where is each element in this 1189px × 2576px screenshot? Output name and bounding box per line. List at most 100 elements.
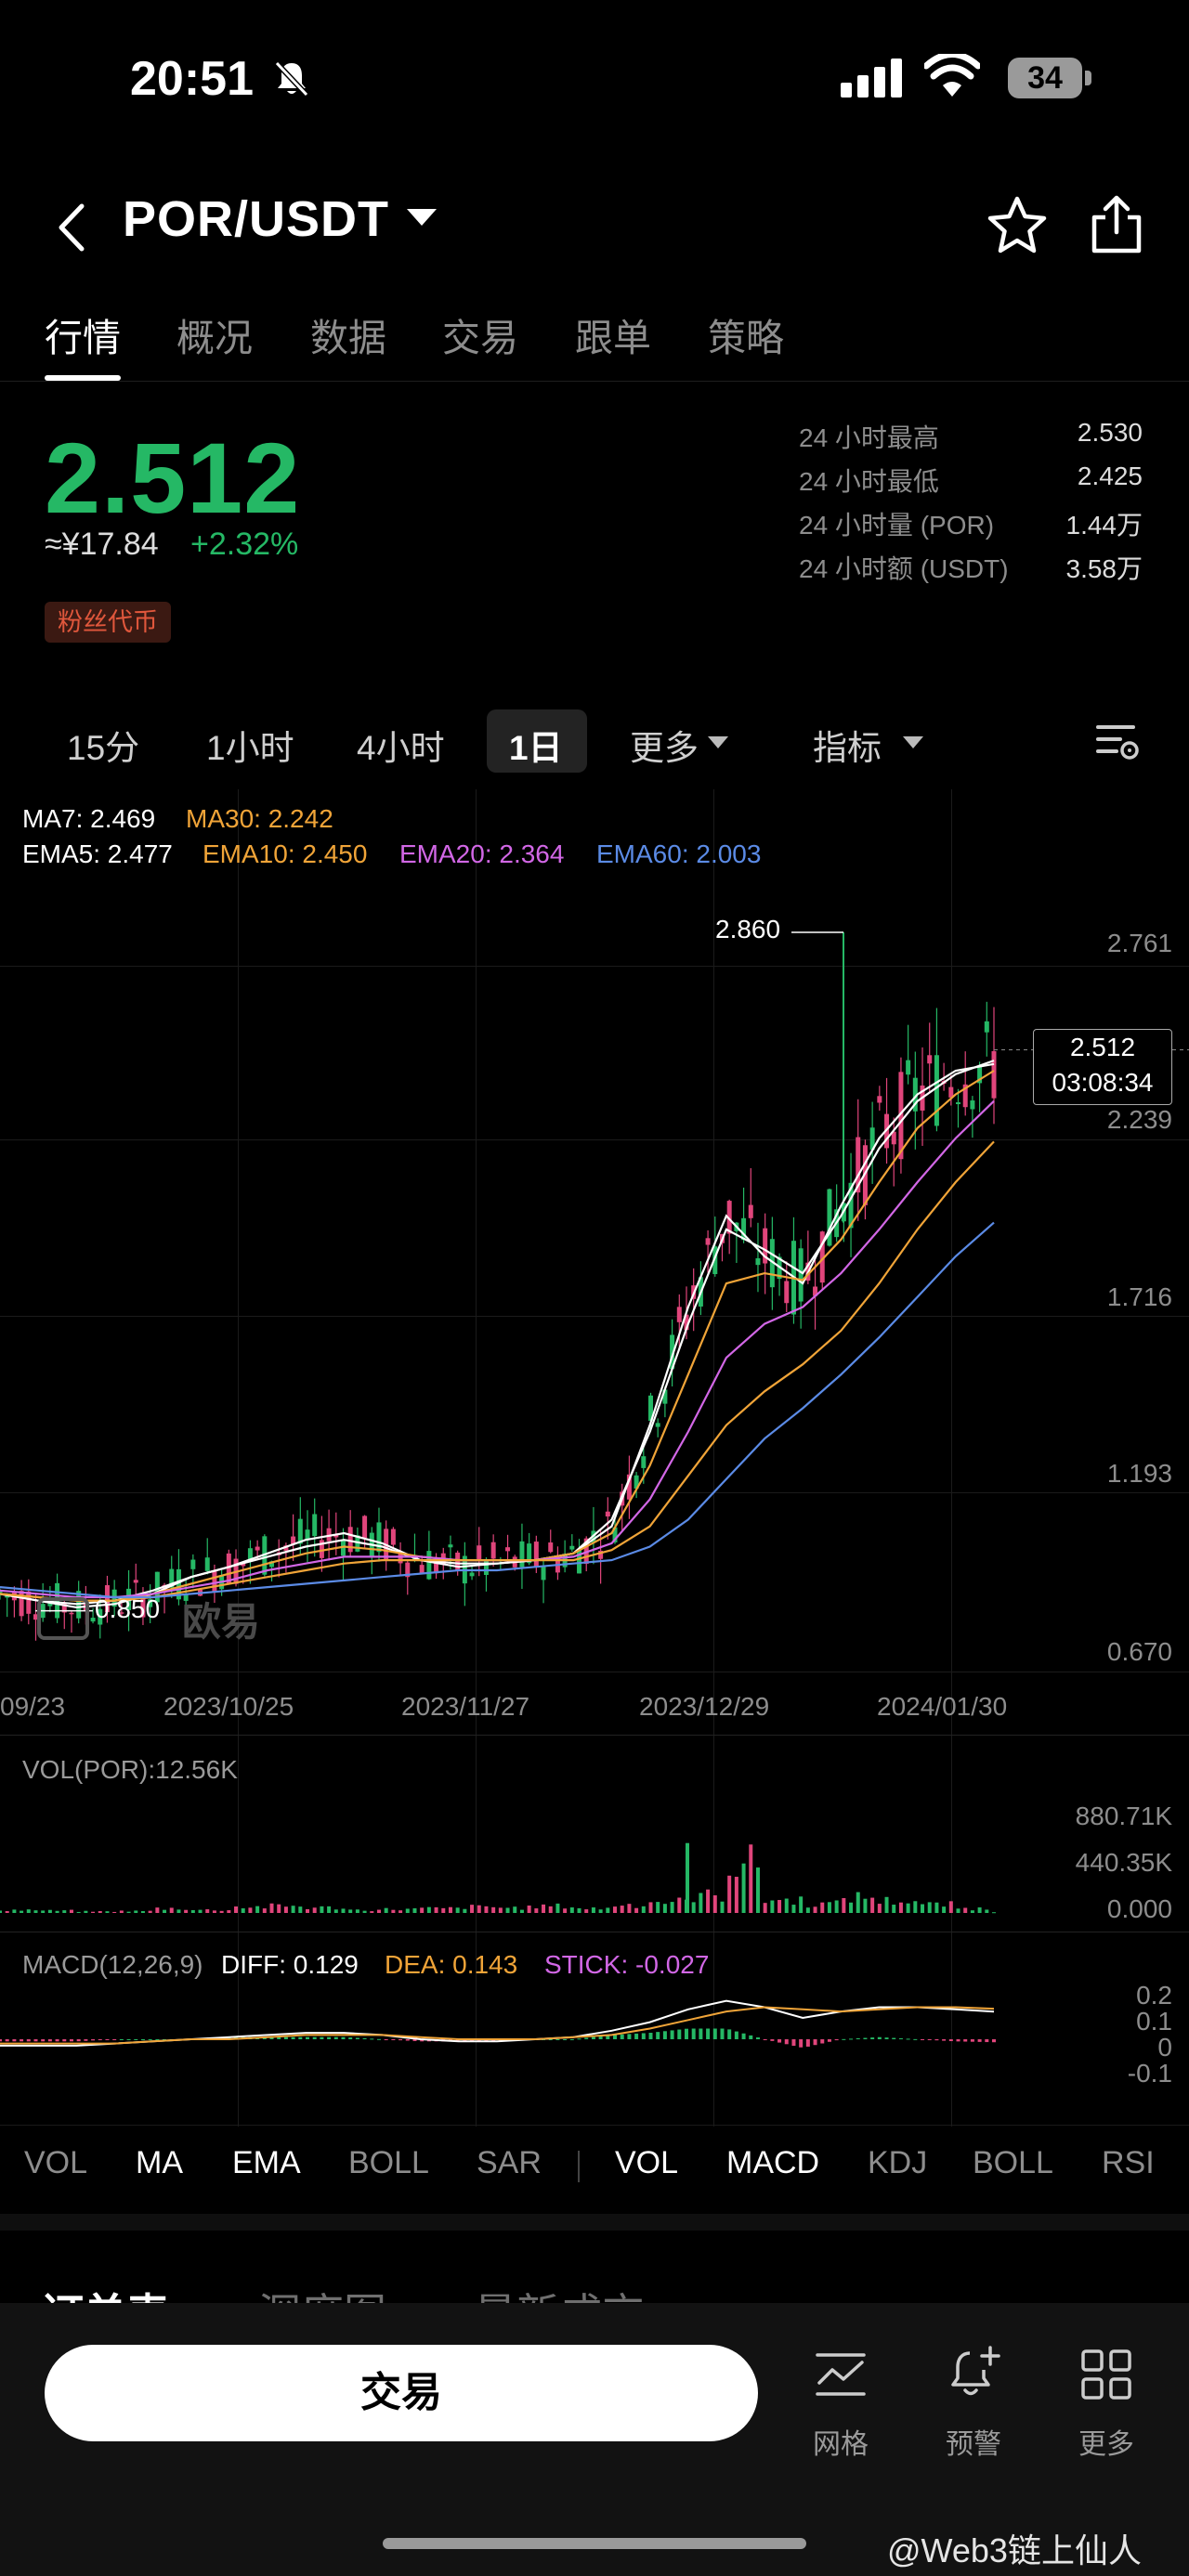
volume-bar bbox=[384, 1907, 388, 1913]
vol-tick: 0.000 bbox=[1106, 1894, 1172, 1923]
more-dropdown-icon[interactable] bbox=[708, 736, 728, 748]
candle-body bbox=[255, 1546, 260, 1551]
weibo-watermark: @Web3链上仙人 bbox=[887, 2531, 1142, 2569]
more-label[interactable]: 更多 bbox=[1078, 2429, 1134, 2460]
tab-market[interactable]: 行情 bbox=[45, 317, 121, 359]
candle-body bbox=[169, 1568, 175, 1588]
change-percent: +2.32% bbox=[190, 527, 299, 562]
macd-histogram-bar bbox=[770, 2039, 775, 2041]
volume-bar bbox=[927, 1902, 932, 1913]
macd-histogram-bar bbox=[55, 2039, 59, 2042]
macd-histogram-bar bbox=[834, 2039, 839, 2041]
volume-bar bbox=[620, 1906, 624, 1913]
legend-ema10: EMA10: 2.450 bbox=[203, 839, 368, 868]
volume-bar bbox=[734, 1877, 738, 1913]
y-tick: 1.193 bbox=[1106, 1459, 1172, 1488]
sub-ind-rsi[interactable]: RSI bbox=[1102, 2145, 1155, 2180]
sub-ind-kdj[interactable]: KDJ bbox=[868, 2145, 928, 2180]
grid-bot-icon[interactable] bbox=[814, 2348, 868, 2401]
macd-histogram-bar bbox=[320, 2036, 324, 2039]
pair-title[interactable]: POR/USDT bbox=[123, 191, 390, 247]
stat-amount-label: 24 小时额 (USDT) bbox=[799, 554, 1009, 583]
main-ind-sar[interactable]: SAR bbox=[477, 2145, 542, 2180]
macd-histogram-bar bbox=[119, 2039, 124, 2040]
volume-bar bbox=[784, 1898, 789, 1913]
main-ind-vol[interactable]: VOL bbox=[24, 2145, 88, 2180]
sub-ind-boll[interactable]: BOLL bbox=[973, 2145, 1053, 2180]
macd-histogram-bar bbox=[942, 2039, 947, 2041]
macd-histogram-bar bbox=[777, 2039, 782, 2043]
candle-body bbox=[426, 1551, 432, 1580]
indicators-button[interactable]: 指标 bbox=[813, 729, 882, 767]
sub-ind-macd[interactable]: MACD bbox=[726, 2145, 820, 2180]
volume-bar bbox=[248, 1907, 253, 1913]
tab-strategy[interactable]: 策略 bbox=[708, 317, 784, 359]
candle-body bbox=[212, 1570, 217, 1592]
volume-bar bbox=[420, 1907, 425, 1913]
main-ind-boll[interactable]: BOLL bbox=[348, 2145, 429, 2180]
price-alert-label[interactable]: 预警 bbox=[946, 2429, 1001, 2460]
fan-token-badge[interactable]: 粉丝代币 bbox=[45, 602, 171, 643]
macd-histogram-bar bbox=[749, 2035, 753, 2039]
main-ind-ma[interactable]: MA bbox=[136, 2145, 183, 2180]
timeframe-1h[interactable]: 1小时 bbox=[206, 729, 294, 767]
current-price-box: 2.512 03:08:34 bbox=[1033, 1029, 1172, 1105]
candle-body bbox=[634, 1475, 639, 1490]
macd-histogram-bar bbox=[805, 2039, 810, 2047]
tab-copy-trading[interactable]: 跟单 bbox=[575, 317, 651, 359]
macd-histogram-bar bbox=[727, 2029, 732, 2039]
volume-bar bbox=[755, 1867, 760, 1913]
stat-amount-value: 3.58万 bbox=[1065, 554, 1143, 583]
volume-bar bbox=[598, 1909, 603, 1913]
timeframe-more[interactable]: 更多 bbox=[630, 729, 699, 767]
tab-overview[interactable]: 概况 bbox=[176, 317, 253, 359]
macd-histogram-bar bbox=[648, 2033, 653, 2039]
y-tick: 2.761 bbox=[1106, 929, 1172, 957]
macd-histogram-bar bbox=[613, 2035, 618, 2039]
tab-latest-trades[interactable]: 最新成交 bbox=[474, 2281, 645, 2303]
volume-bar bbox=[992, 1912, 996, 1914]
macd-histogram-bar bbox=[498, 2039, 503, 2042]
back-arrow-icon[interactable] bbox=[48, 195, 95, 260]
volume-bar bbox=[577, 1907, 581, 1913]
volume-bar bbox=[55, 1910, 59, 1913]
share-icon[interactable] bbox=[1087, 193, 1146, 258]
sub-ind-vol[interactable]: VOL bbox=[615, 2145, 679, 2180]
pair-dropdown-icon[interactable] bbox=[407, 209, 437, 226]
volume-bar bbox=[405, 1908, 410, 1913]
volume-bar bbox=[770, 1900, 775, 1913]
macd-histogram-bar bbox=[548, 2039, 553, 2040]
more-grid-icon[interactable] bbox=[1079, 2348, 1133, 2401]
indicators-dropdown-icon[interactable] bbox=[903, 736, 923, 748]
trade-button[interactable]: 交易 bbox=[45, 2345, 758, 2441]
grid-bot-label[interactable]: 网格 bbox=[813, 2429, 869, 2460]
tab-data[interactable]: 数据 bbox=[310, 317, 386, 359]
timeframe-4h[interactable]: 4小时 bbox=[357, 729, 445, 767]
macd-histogram-bar bbox=[69, 2039, 73, 2042]
price-alert-icon[interactable] bbox=[946, 2344, 1003, 2401]
macd-tick: 0.1 bbox=[1136, 2007, 1172, 2036]
volume-bar bbox=[870, 1897, 875, 1913]
volume-bar bbox=[219, 1910, 224, 1913]
tab-depth-chart[interactable]: 深度图 bbox=[258, 2281, 386, 2303]
favorite-star-icon[interactable] bbox=[985, 193, 1050, 258]
timeframe-1d[interactable]: 1日 bbox=[509, 729, 563, 767]
timeframe-15m[interactable]: 15分 bbox=[67, 729, 140, 767]
panel-divider bbox=[0, 1735, 1189, 1736]
volume-bar bbox=[569, 1907, 574, 1913]
macd-histogram-bar bbox=[884, 2037, 889, 2039]
volume-bar bbox=[169, 1907, 174, 1913]
volume-bar bbox=[298, 1906, 303, 1913]
chart-settings-icon[interactable] bbox=[1096, 722, 1139, 761]
main-ind-ema[interactable]: EMA bbox=[232, 2145, 301, 2180]
candle-body bbox=[183, 1594, 189, 1601]
macd-dea-line bbox=[0, 2006, 995, 2045]
main-chart-svg[interactable] bbox=[0, 789, 1189, 2127]
tab-trade[interactable]: 交易 bbox=[442, 317, 518, 359]
tab-order-book[interactable]: 订单表 bbox=[41, 2281, 169, 2303]
volume-bar bbox=[312, 1907, 317, 1913]
volume-bar bbox=[863, 1898, 868, 1913]
macd-histogram-bar bbox=[720, 2028, 725, 2039]
macd-histogram-bar bbox=[399, 2039, 403, 2041]
last-price: 2.512 bbox=[45, 422, 301, 534]
